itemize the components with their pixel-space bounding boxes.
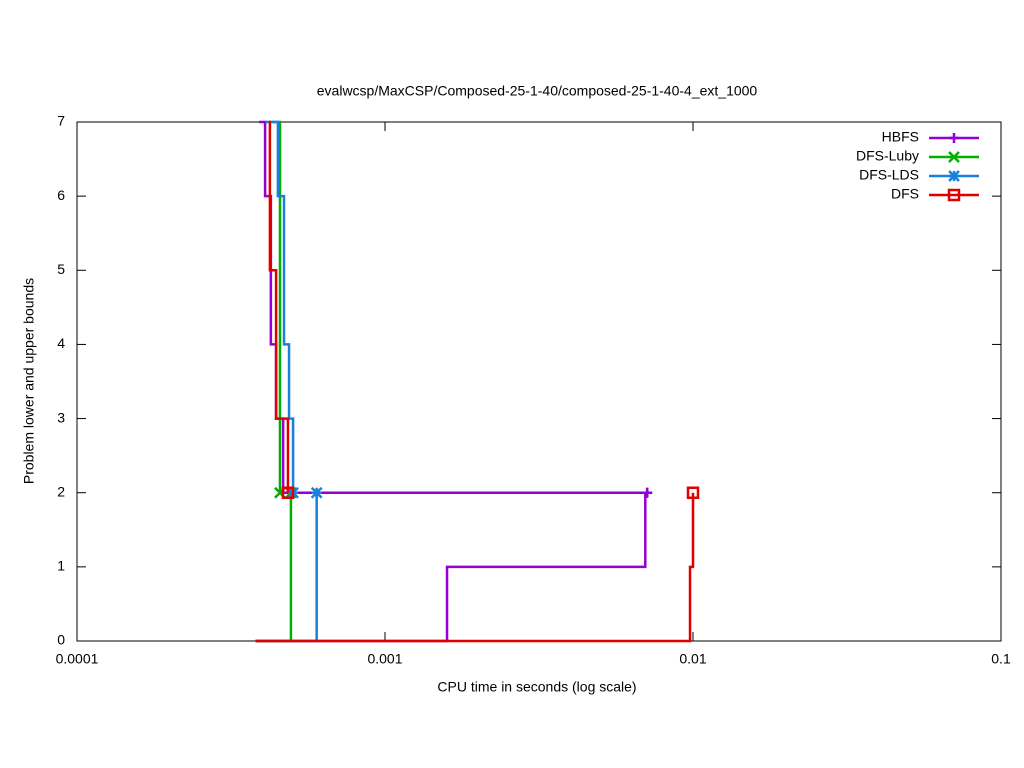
y-axis-label: Problem lower and upper bounds — [21, 278, 37, 484]
y-tick-label: 2 — [57, 483, 65, 499]
x-axis-label: CPU time in seconds (log scale) — [437, 679, 636, 695]
y-tick-label: 6 — [57, 187, 65, 203]
legend-label: DFS-LDS — [859, 167, 919, 183]
y-tick-label: 1 — [57, 558, 65, 574]
legend-label: HBFS — [882, 129, 919, 145]
x-tick-label: 0.1 — [991, 651, 1011, 667]
marker — [686, 486, 700, 499]
marker — [642, 487, 653, 498]
series-line — [255, 120, 695, 643]
x-tick-label: 0.0001 — [56, 651, 99, 667]
chart-title: evalwcsp/MaxCSP/Composed-25-1-40/compose… — [317, 83, 758, 99]
x-tick-label: 0.001 — [367, 651, 402, 667]
marker — [948, 170, 960, 182]
y-tick-label: 4 — [57, 335, 65, 351]
marker — [310, 486, 323, 499]
marker — [948, 151, 960, 163]
x-tick-label: 0.01 — [679, 651, 706, 667]
legend-label: DFS-Luby — [856, 148, 919, 164]
y-tick-label: 5 — [57, 261, 65, 277]
y-tick-label: 3 — [57, 409, 65, 425]
y-tick-label: 7 — [57, 113, 65, 129]
marker — [281, 486, 295, 499]
marker — [947, 188, 961, 202]
legend-label: DFS — [891, 186, 919, 202]
y-tick-label: 0 — [57, 632, 65, 648]
marker — [949, 133, 959, 143]
